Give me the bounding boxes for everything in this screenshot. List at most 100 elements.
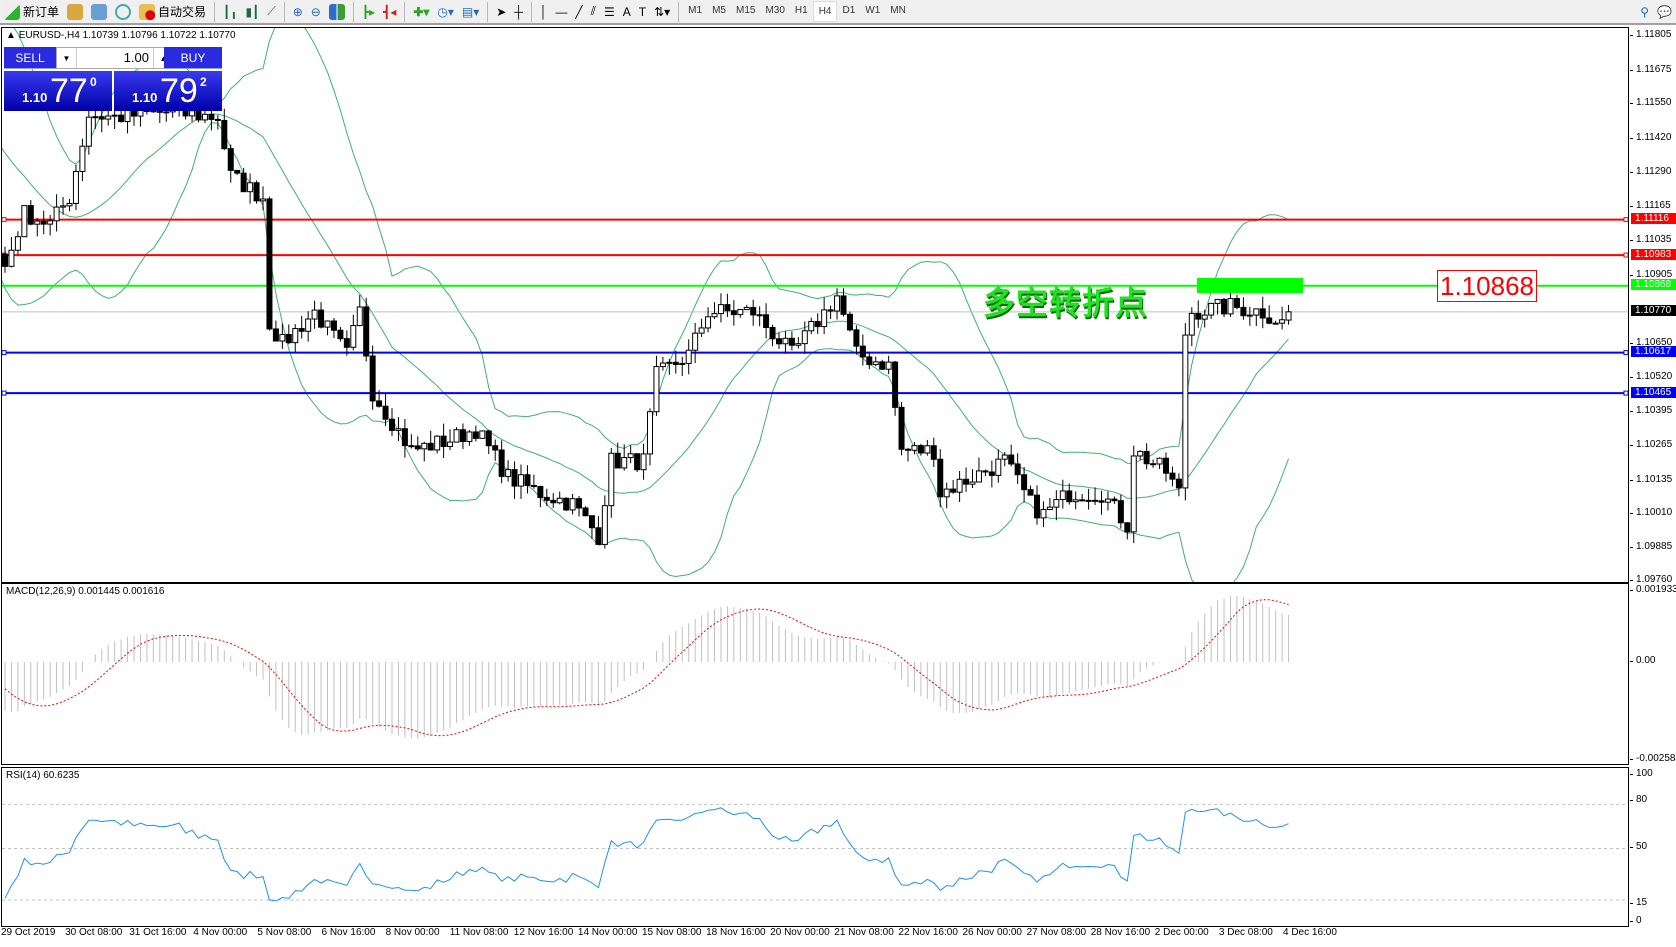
chart-shift-button[interactable]: ┫◂	[379, 1, 400, 23]
bullish-candle	[821, 309, 828, 328]
bearish-candle	[1027, 489, 1034, 496]
text-label-button[interactable]: T	[635, 1, 650, 23]
macd-pane[interactable]: MACD(12,26,9) 0.001445 0.001616	[1, 583, 1629, 765]
date-label: 3 Dec 08:00	[1218, 927, 1273, 938]
timeframe-m5[interactable]: M5	[712, 5, 726, 16]
market-watch-button[interactable]	[63, 1, 87, 23]
timeframe-m30[interactable]: M30	[765, 5, 785, 16]
chat-button[interactable]: 💬	[1653, 1, 1676, 23]
bullish-candle	[21, 205, 28, 238]
bearish-candle	[414, 445, 421, 450]
rsi-label: RSI(14) 60.6235	[6, 770, 80, 781]
bearish-candle	[1240, 306, 1247, 317]
bullish-candle	[1085, 499, 1092, 502]
bullish-candle	[601, 505, 608, 545]
line-chart-button[interactable]: ⟋	[263, 1, 279, 23]
candlestick-button[interactable]: ▮┃	[241, 1, 263, 23]
auto-trading-button[interactable]: 自动交易	[135, 1, 210, 23]
bearish-candle	[234, 169, 241, 174]
price-tick-label: 1.10650	[1629, 336, 1673, 348]
templates-button[interactable]: ▤▾	[458, 1, 483, 23]
bullish-candle	[556, 497, 563, 504]
bearish-candle	[40, 220, 47, 225]
timeframe-h4[interactable]: H4	[812, 1, 838, 22]
bullish-candle	[1053, 499, 1060, 508]
bullish-candle	[1137, 450, 1144, 457]
periods-button[interactable]: ◷▾	[433, 1, 458, 23]
increase-lot-icon[interactable]: ▲	[153, 48, 173, 68]
equidistant-channel-button[interactable]: ⫽	[587, 1, 600, 23]
bollinger-lower-band	[2, 122, 1289, 582]
bearish-candle	[582, 507, 589, 517]
bearish-candle	[485, 430, 492, 447]
sell-button[interactable]: SELL	[4, 47, 56, 69]
bullish-candle	[705, 316, 712, 329]
bullish-candle	[1001, 454, 1008, 460]
vertical-line-button[interactable]: │	[536, 1, 552, 23]
separator	[214, 1, 216, 22]
indicators-button[interactable]: ✚▾	[409, 1, 433, 23]
lot-size-stepper[interactable]: ▼ 1.00 ▲	[56, 47, 174, 69]
trendline-button[interactable]: ╱	[571, 1, 586, 23]
bearish-candle	[1150, 463, 1157, 466]
bullish-candle	[666, 361, 673, 364]
bullish-candle	[201, 113, 208, 121]
level-handle	[2, 217, 7, 223]
tile-windows-button[interactable]	[325, 1, 349, 23]
lot-size-input[interactable]: 1.00	[123, 50, 149, 65]
horizontal-line-button[interactable]: —	[551, 1, 571, 23]
date-label: 30 Oct 08:00	[65, 927, 123, 938]
bullish-candle	[995, 458, 1002, 476]
crosshair-button[interactable]: ┼	[510, 1, 527, 23]
search-button[interactable]: ⚲	[1636, 1, 1653, 23]
bearish-candle	[537, 486, 544, 498]
bullish-candle	[1208, 302, 1215, 316]
auto-trading-icon	[139, 3, 156, 20]
timeframe-m15[interactable]: M15	[735, 5, 756, 16]
chart-window[interactable]: ▲ EURUSD-,H4 1.10739 1.10796 1.10722 1.1…	[0, 25, 1676, 947]
fibonacci-button[interactable]: ☰	[600, 1, 619, 23]
bullish-candle	[421, 442, 428, 450]
buy-price-prefix: 1.10	[132, 90, 158, 105]
zoom-out-button[interactable]: ⊖	[307, 1, 325, 23]
bullish-candle	[1104, 498, 1111, 503]
bearish-candle	[563, 497, 570, 511]
search-icon: ⚲	[1640, 4, 1650, 19]
bullish-candle	[1253, 308, 1260, 316]
bullish-candle	[447, 441, 454, 447]
bearish-candle	[1066, 490, 1073, 503]
cursor-button[interactable]: ➤	[492, 1, 510, 23]
bullish-candle	[85, 116, 92, 147]
new-order-button[interactable]: 新订单	[0, 1, 63, 23]
sell-price[interactable]: 1.10 77 0	[4, 71, 112, 111]
timeframe-w1[interactable]: W1	[865, 5, 881, 16]
buy-price[interactable]: 1.10 79 2	[114, 71, 222, 111]
navigator-button[interactable]	[87, 1, 111, 23]
price-pane[interactable]: ▲ EURUSD-,H4 1.10739 1.10796 1.10722 1.1…	[1, 27, 1629, 583]
auto-scroll-button[interactable]: ┣▸	[358, 1, 379, 23]
bearish-candle	[776, 338, 782, 345]
line-chart-icon: ⟋	[267, 4, 276, 18]
buy-button[interactable]: BUY	[164, 47, 222, 69]
bearish-candle	[1034, 494, 1040, 519]
bearish-candle	[382, 405, 389, 420]
bearish-candle	[1098, 500, 1105, 503]
timeframe-h1[interactable]: H1	[794, 5, 808, 16]
rsi-pane[interactable]: RSI(14) 60.6235	[1, 767, 1629, 927]
date-label: 4 Dec 16:00	[1283, 927, 1337, 938]
zoom-in-button[interactable]: ⊕	[289, 1, 307, 23]
timeframe-m1[interactable]: M1	[688, 5, 703, 16]
bar-chart-button[interactable]: ┃╻	[219, 1, 241, 23]
text-button[interactable]: A	[619, 1, 635, 23]
price-tick-label: 1.11035	[1629, 234, 1672, 246]
signal-icon	[115, 3, 132, 20]
signals-button[interactable]	[111, 1, 135, 23]
date-label: 18 Nov 16:00	[706, 927, 766, 938]
bullish-candle	[969, 481, 976, 485]
decrease-lot-icon[interactable]: ▼	[57, 48, 77, 68]
bearish-candle	[369, 355, 376, 402]
timeframe-d1[interactable]: D1	[842, 5, 856, 16]
level-price-tag: 1.10465	[1631, 386, 1676, 398]
arrows-button[interactable]: ⇅▾	[650, 1, 674, 23]
timeframe-mn[interactable]: MN	[890, 5, 906, 16]
